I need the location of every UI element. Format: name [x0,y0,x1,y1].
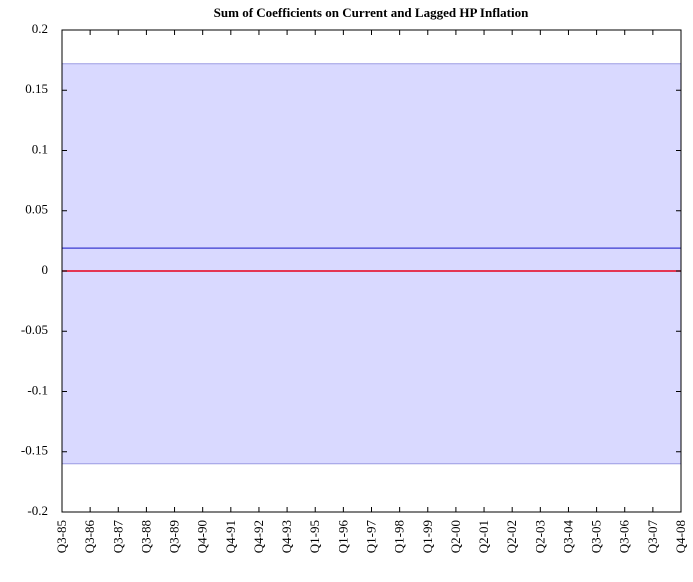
y-tick-label: 0.2 [32,21,48,36]
x-tick-label: Q2-01 [476,520,491,553]
chart-title: Sum of Coefficients on Current and Lagge… [214,5,529,20]
x-tick-label: Q4-92 [251,520,266,553]
x-tick-label: Q3-05 [589,520,604,553]
x-tick-label: Q4-93 [279,520,294,553]
x-tick-label: Q1-96 [335,520,350,554]
band-area [62,63,681,464]
x-tick-label: Q4-08 [673,520,688,553]
x-tick-label: Q1-97 [363,520,378,554]
x-tick-label: Q3-89 [167,520,182,553]
x-tick-label: Q3-88 [138,520,153,553]
x-tick-label: Q4-90 [195,520,210,553]
x-tick-label: Q3-85 [54,520,69,553]
y-tick-label: -0.2 [27,503,48,518]
x-tick-label: Q3-87 [110,520,125,554]
x-tick-label: Q3-06 [617,520,632,554]
y-tick-label: 0 [42,262,49,277]
x-tick-label: Q3-04 [560,520,575,554]
x-tick-label: Q2-03 [532,520,547,553]
x-tick-label: Q3-86 [82,520,97,554]
y-tick-label: 0.1 [32,141,48,156]
x-tick-label: Q1-98 [392,520,407,553]
x-tick-label: Q1-95 [307,520,322,553]
y-tick-label: 0.15 [25,81,48,96]
x-tick-label: Q3-07 [645,520,660,554]
x-tick-label: Q2-02 [504,520,519,553]
y-tick-label: 0.05 [25,202,48,217]
x-tick-label: Q2-00 [448,520,463,553]
y-tick-label: -0.1 [27,382,48,397]
x-tick-label: Q4-91 [223,520,238,553]
x-tick-label: Q1-99 [420,520,435,553]
y-tick-label: -0.05 [21,322,48,337]
y-tick-label: -0.15 [21,443,48,458]
